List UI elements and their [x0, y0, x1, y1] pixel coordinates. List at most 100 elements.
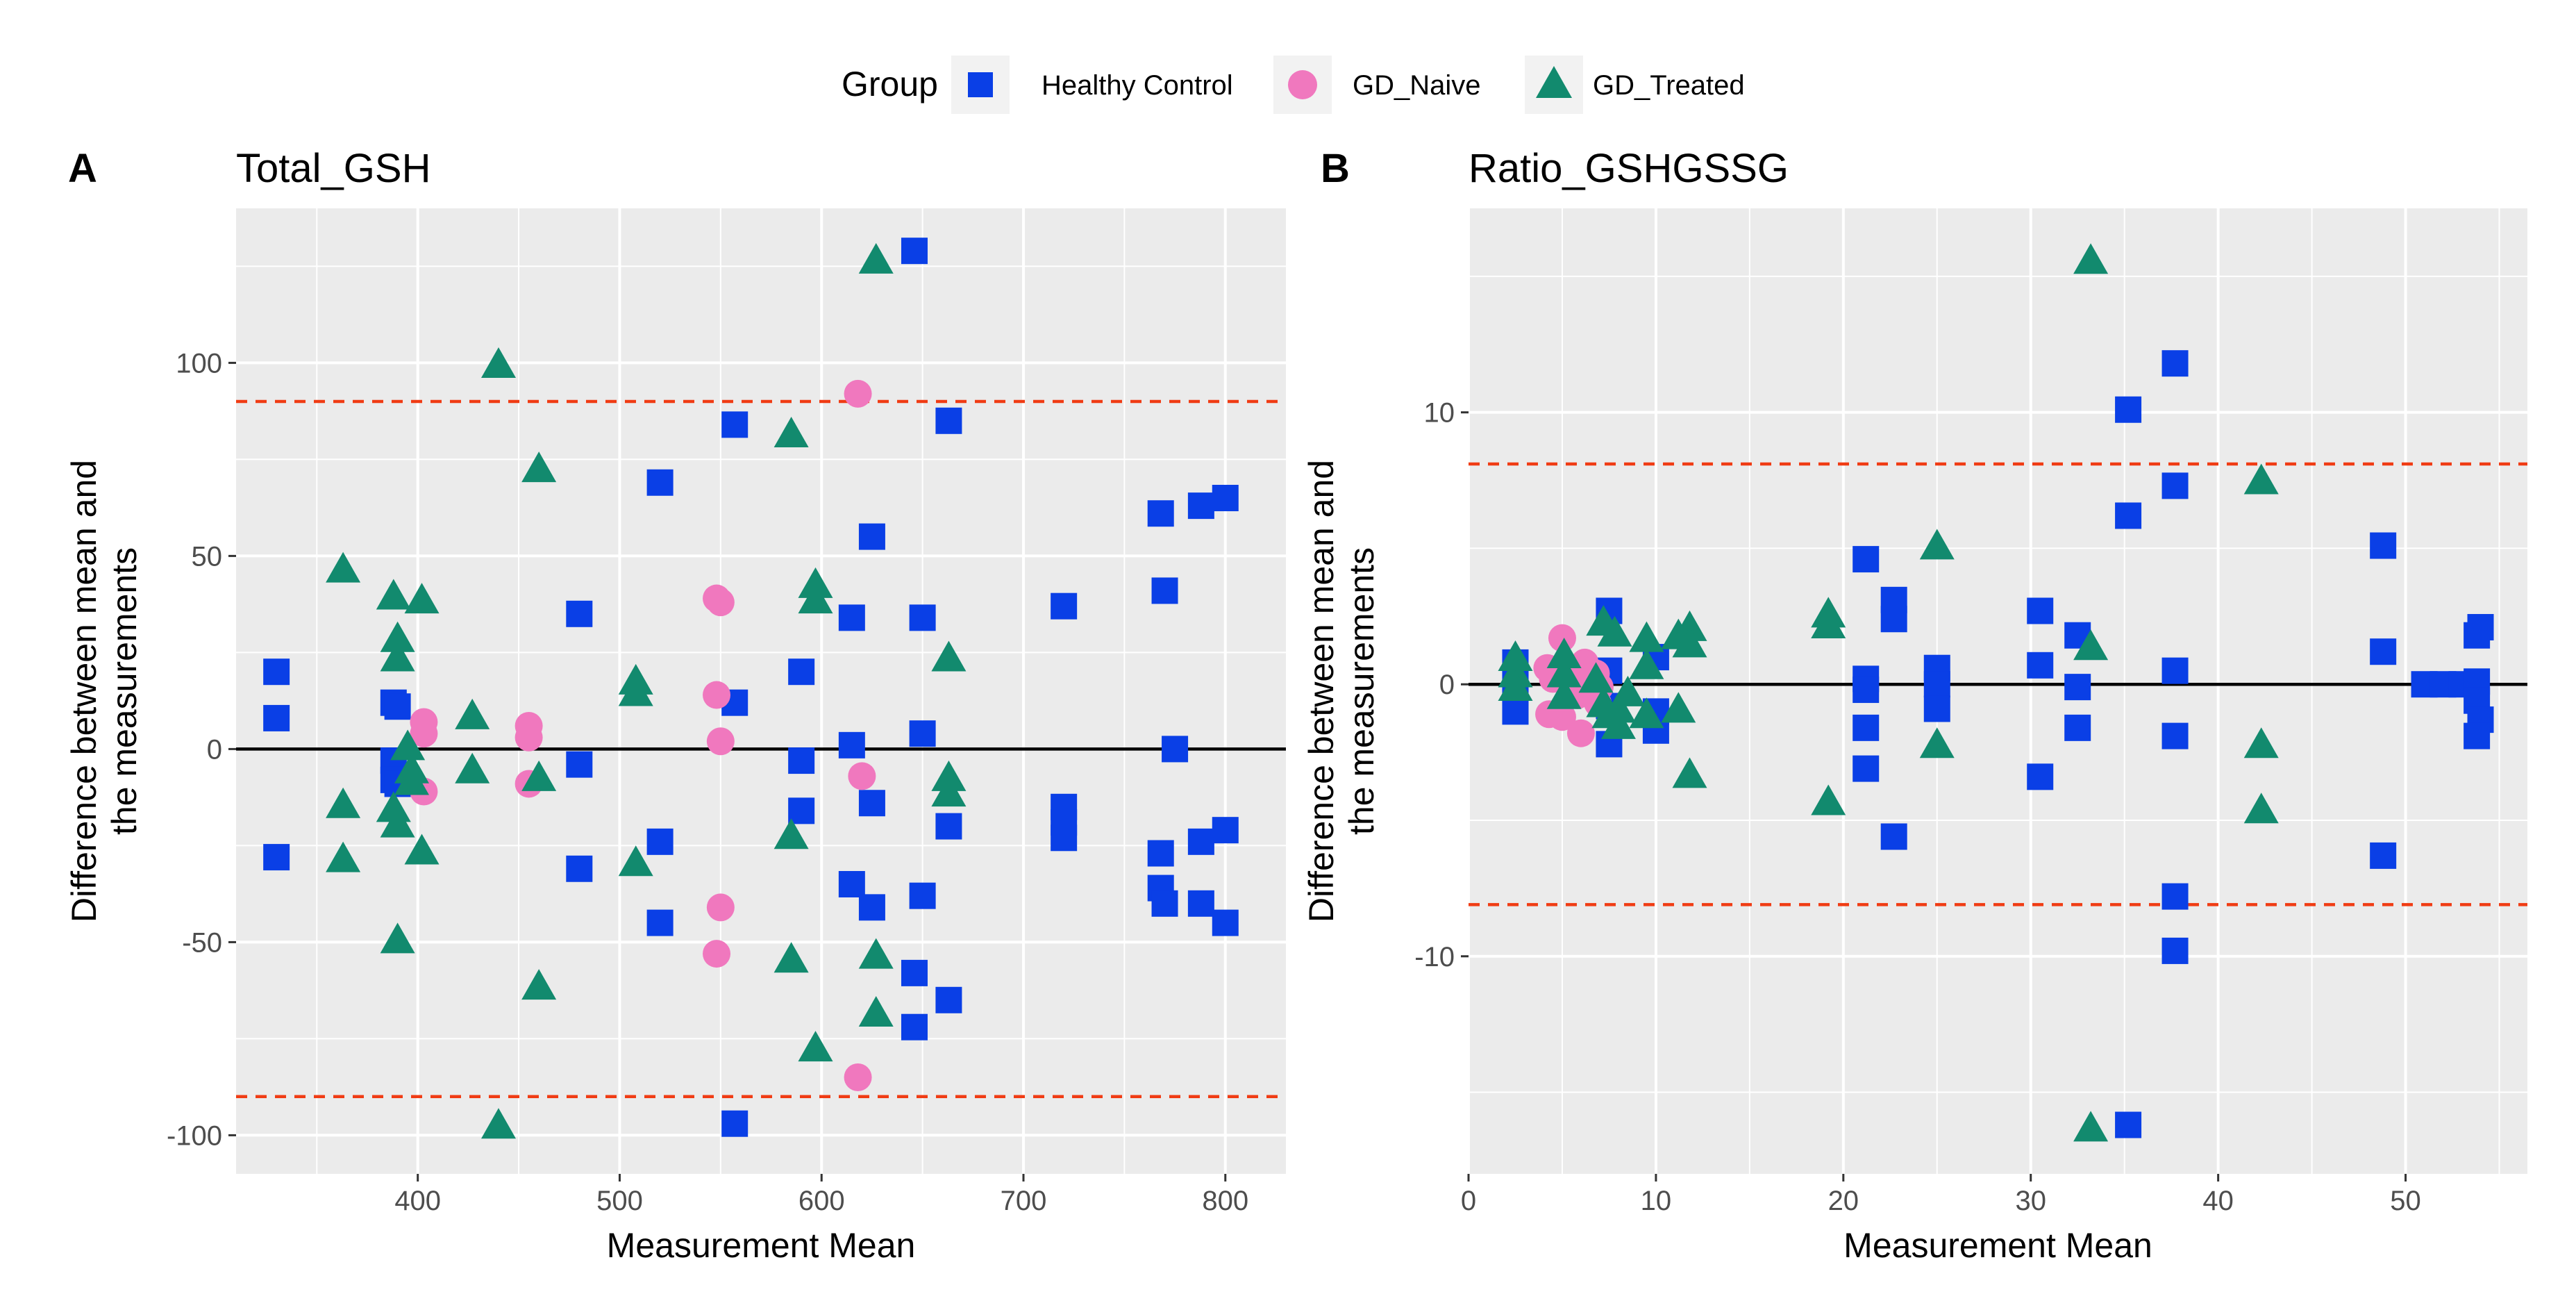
- point-healthy-control: [721, 1110, 748, 1137]
- point-gd-treated: [798, 583, 833, 614]
- y-tick-label: 0: [207, 734, 222, 765]
- point-healthy-control: [646, 909, 674, 936]
- point-healthy-control: [2115, 396, 2142, 423]
- point-healthy-control: [838, 871, 865, 897]
- point-gd-treated: [380, 621, 415, 652]
- legend-item-healthy-control: Healthy Control: [951, 56, 1233, 114]
- point-gd-treated: [1672, 610, 1707, 641]
- point-healthy-control: [935, 986, 962, 1013]
- y-tick-labels: -100 -50 0 50 100: [167, 348, 236, 1151]
- point-gd-treated: [521, 451, 557, 483]
- point-gd-treated: [481, 347, 516, 378]
- legend-label-healthy-control: Healthy Control: [1042, 70, 1233, 101]
- point-healthy-control: [2064, 674, 2091, 701]
- point-gd-treated: [798, 567, 833, 598]
- legend-label-gd-treated: GD_Treated: [1593, 70, 1745, 101]
- y-axis-title-line-1: Difference between mean and: [65, 460, 103, 922]
- point-gd-naive: [1548, 703, 1576, 731]
- point-gd-treated: [798, 1031, 833, 1062]
- point-gd-naive: [703, 681, 731, 709]
- point-healthy-control: [2115, 1111, 2142, 1138]
- point-gd-treated: [1546, 638, 1582, 669]
- point-gd-treated: [481, 1108, 516, 1139]
- y-tick-label: -100: [167, 1120, 222, 1151]
- point-gd-treated: [931, 760, 967, 791]
- point-healthy-control: [566, 855, 593, 882]
- point-gd-treated: [618, 675, 653, 706]
- point-healthy-control: [2027, 597, 2054, 624]
- point-healthy-control: [1187, 828, 1214, 855]
- panel-tag-a: A: [68, 146, 97, 191]
- legend: Group Healthy Control GD_Naive GD_Treate…: [842, 56, 1745, 114]
- reference-lines: [1469, 462, 2527, 906]
- point-healthy-control: [1187, 890, 1214, 917]
- point-gd-treated: [404, 834, 440, 865]
- point-gd-treated: [521, 969, 557, 1000]
- point-gd-treated: [1629, 648, 1664, 679]
- x-tick-label: 30: [2015, 1186, 2046, 1216]
- point-gd-treated: [1498, 640, 1533, 671]
- x-tick-label: 800: [1202, 1186, 1248, 1216]
- point-healthy-control: [788, 747, 815, 774]
- point-healthy-control: [1162, 736, 1189, 763]
- point-healthy-control: [2064, 714, 2091, 741]
- point-gd-treated: [2073, 629, 2109, 661]
- panel-title-total-gsh: Total_GSH: [236, 146, 430, 191]
- point-gd-naive: [706, 588, 735, 617]
- point-healthy-control: [1502, 698, 1529, 725]
- point-healthy-control: [1852, 677, 1880, 704]
- panel-ratio-gshgssg: B Ratio_GSHGSSG 0 10 20 30 40 50 -10 0 10 Measu…: [1302, 146, 2527, 1265]
- panel-background: [1469, 208, 2527, 1174]
- point-gd-treated: [1600, 708, 1636, 739]
- point-gd-naive: [1548, 624, 1576, 652]
- point-gd-treated: [1546, 678, 1582, 709]
- point-gd-treated: [1811, 784, 1846, 815]
- point-gd-naive: [515, 723, 543, 752]
- y-axis-title: Difference between mean and the measurem…: [1302, 460, 1381, 922]
- point-healthy-control: [263, 844, 290, 871]
- legend-circle-icon: [1288, 70, 1317, 99]
- y-axis-title-line-2: the measurements: [1342, 547, 1381, 835]
- y-tick-label: -50: [182, 927, 222, 958]
- y-axis-title-line-1: Difference between mean and: [1302, 460, 1341, 922]
- point-healthy-control: [1880, 606, 1907, 633]
- x-tick-label: 500: [596, 1186, 643, 1216]
- point-healthy-control: [263, 704, 290, 731]
- point-gd-naive: [848, 762, 876, 790]
- point-healthy-control: [2027, 652, 2054, 679]
- point-gd-treated: [455, 752, 490, 783]
- point-healthy-control: [2161, 657, 2189, 684]
- point-healthy-control: [263, 658, 290, 686]
- point-gd-treated: [1811, 607, 1846, 638]
- x-tick-label: 50: [2390, 1186, 2421, 1216]
- point-healthy-control: [646, 828, 674, 855]
- point-gd-treated: [773, 818, 809, 849]
- point-gd-naive: [703, 940, 731, 968]
- point-gd-naive: [706, 727, 735, 756]
- x-tick-label: 0: [1461, 1186, 1476, 1216]
- panel-background: [236, 208, 1286, 1174]
- point-healthy-control: [838, 604, 865, 631]
- point-healthy-control: [2161, 722, 2189, 749]
- point-gd-treated: [858, 996, 894, 1027]
- point-healthy-control: [1147, 840, 1174, 867]
- point-gd-naive: [844, 1063, 872, 1091]
- point-gd-treated: [858, 242, 894, 274]
- point-healthy-control: [2467, 613, 2494, 640]
- point-healthy-control: [1923, 671, 1950, 698]
- point-gd-treated: [858, 938, 894, 969]
- point-healthy-control: [1212, 817, 1239, 844]
- y-tick-label: -10: [1414, 942, 1455, 972]
- point-gd-treated: [1629, 697, 1664, 729]
- point-gd-treated: [376, 579, 411, 610]
- point-healthy-control: [2370, 842, 2397, 869]
- point-healthy-control: [909, 720, 936, 747]
- x-tick-labels: 400 500 600 700 800: [394, 1174, 1248, 1216]
- point-gd-treated: [1661, 692, 1696, 723]
- point-healthy-control: [2161, 883, 2189, 910]
- point-gd-treated: [1546, 656, 1582, 688]
- point-healthy-control: [901, 238, 928, 265]
- x-tick-label: 20: [1828, 1186, 1859, 1216]
- y-axis-title: Difference between mean and the measurem…: [65, 460, 144, 922]
